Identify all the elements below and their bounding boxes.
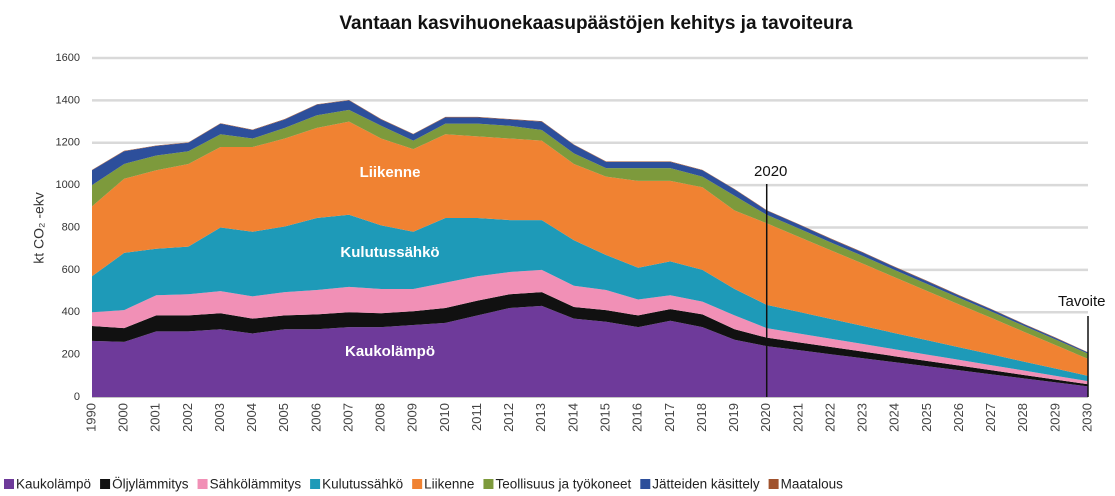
x-tick-label: 2026 — [951, 403, 966, 432]
legend-swatch — [4, 479, 14, 489]
x-tick-label: 2019 — [726, 403, 741, 432]
legend-label: Kaukolämpö — [16, 477, 91, 492]
x-tick-label: 2029 — [1047, 403, 1062, 432]
legend-label: Öljylämmitys — [112, 477, 189, 492]
x-tick-label: 2010 — [437, 403, 452, 432]
area — [92, 121, 1088, 376]
x-tick-label: 2000 — [116, 403, 131, 432]
chart-title: Vantaan kasvihuonekaasupäästöjen kehitys… — [339, 13, 853, 34]
y-tick-label: 800 — [62, 221, 80, 233]
area — [92, 214, 1088, 382]
legend-swatch — [412, 479, 423, 489]
legend-swatch — [310, 479, 321, 489]
y-tick-label: 400 — [62, 306, 80, 318]
x-tick-label: 2023 — [855, 403, 870, 432]
y-tick-label: 1400 — [56, 94, 80, 106]
x-tick-label: 1990 — [83, 403, 98, 432]
y-tick-label: 600 — [62, 264, 80, 276]
x-tick-label: 2007 — [340, 403, 355, 432]
legend-swatch — [483, 479, 494, 489]
legend-label: Jätteiden käsittely — [652, 477, 760, 492]
x-tick-label: 2001 — [148, 403, 163, 432]
x-tick-label: 2003 — [212, 403, 227, 432]
x-tick-label: 2016 — [630, 403, 645, 432]
area — [92, 269, 1088, 385]
legend-label: Maatalous — [781, 477, 844, 492]
x-tick-label: 2018 — [694, 403, 709, 432]
x-tick-label: 2002 — [180, 403, 195, 432]
area — [92, 305, 1088, 397]
y-tick-label: 1000 — [56, 179, 80, 191]
x-tick-label: 2005 — [276, 403, 291, 432]
area-label: Liikenne — [360, 164, 421, 181]
annotation: 2020 — [754, 163, 787, 180]
y-tick-label: 1600 — [56, 52, 80, 64]
x-tick-label: 2022 — [822, 403, 837, 432]
x-tick-label: 2011 — [469, 403, 484, 431]
legend-swatch — [100, 479, 111, 489]
x-tick-label: 2028 — [1015, 403, 1030, 432]
x-tick-label: 2021 — [790, 403, 805, 432]
x-tick-label: 2017 — [662, 403, 677, 432]
x-tick-label: 2013 — [533, 403, 548, 432]
legend-swatch — [197, 479, 208, 489]
area-label: Kulutussähkö — [340, 244, 439, 261]
legend-swatch — [640, 479, 651, 489]
x-tick-label: 2014 — [565, 403, 580, 432]
x-tick-label: 2012 — [501, 403, 516, 432]
x-tick-label: 2015 — [598, 403, 613, 432]
area-label: Kaukolämpö — [345, 343, 435, 360]
x-tick-label: 2006 — [308, 403, 323, 432]
x-tick-label: 2025 — [919, 403, 934, 432]
x-tick-label: 2009 — [405, 403, 420, 432]
x-tick-label: 2030 — [1079, 403, 1094, 432]
legend-swatch — [768, 479, 779, 489]
x-tick-label: 2024 — [887, 403, 902, 432]
legend-label: Sähkölämmitys — [210, 477, 302, 492]
x-tick-label: 2020 — [758, 403, 773, 432]
x-tick-label: 2004 — [244, 403, 259, 432]
legend-label: Liikenne — [424, 477, 474, 492]
legend-label: Kulutussähkö — [322, 477, 403, 492]
y-tick-label: 200 — [62, 349, 80, 361]
y-tick-label: 1200 — [56, 137, 80, 149]
annotation: Tavoite — [1058, 293, 1106, 310]
x-tick-label: 2008 — [373, 403, 388, 432]
y-tick-label: 0 — [74, 391, 80, 403]
legend: Kaukolämpö Öljylämmitys Sähkölämmitys Kulut… — [4, 477, 843, 492]
y-axis-label: kt CO₂ -ekv — [31, 192, 47, 264]
area — [92, 292, 1088, 387]
x-tick-label: 2027 — [983, 403, 998, 432]
legend-label: Teollisuus ja työkoneet — [495, 477, 631, 492]
